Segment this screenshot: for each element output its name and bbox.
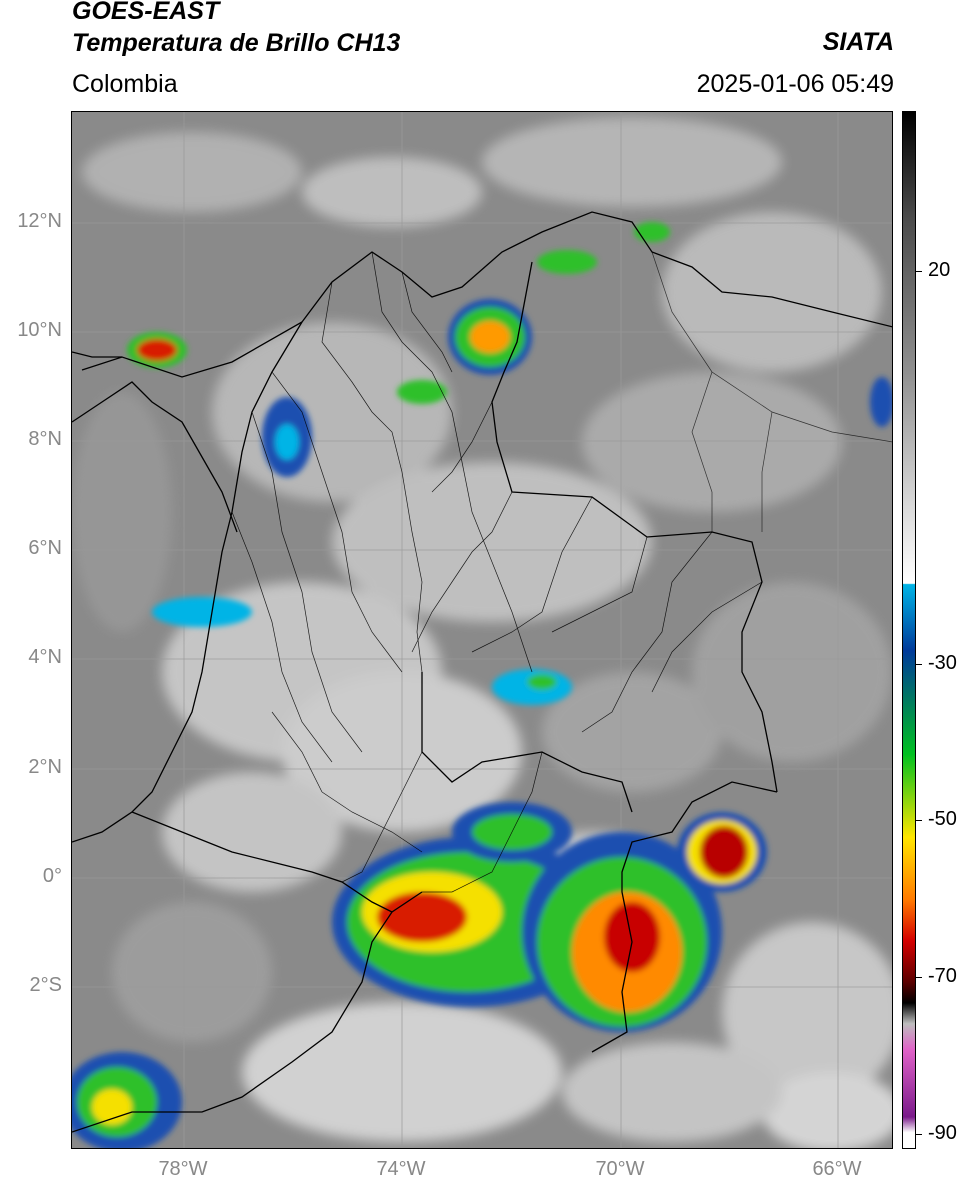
lat-label-10n: 10°N — [0, 319, 62, 342]
satellite-map[interactable] — [71, 111, 893, 1149]
lon-label-70w: 70°W — [580, 1158, 660, 1181]
lat-label-2s: 2°S — [0, 974, 62, 997]
lat-label-12n: 12°N — [0, 210, 62, 233]
satellite-title: GOES-EAST — [72, 0, 219, 26]
colorbar-label-20: 20 — [928, 259, 950, 282]
region-label: Colombia — [72, 70, 178, 99]
colorbar-tick-minus90 — [916, 1134, 922, 1135]
timestamp-label: 2025-01-06 05:49 — [697, 70, 894, 99]
colorbar-tick-20 — [916, 271, 922, 272]
map-canvas — [72, 112, 893, 1149]
colorbar-label-minus50: -50 — [928, 808, 957, 831]
colorbar-tick-minus50 — [916, 820, 922, 821]
colorbar — [902, 111, 916, 1149]
lat-label-0: 0° — [0, 865, 62, 888]
lon-label-74w: 74°W — [361, 1158, 441, 1181]
colorbar-label-minus90: -90 — [928, 1122, 957, 1145]
lat-label-2n: 2°N — [0, 756, 62, 779]
colorbar-tick-minus70 — [916, 977, 922, 978]
lat-label-8n: 8°N — [0, 428, 62, 451]
lat-label-6n: 6°N — [0, 537, 62, 560]
lon-label-66w: 66°W — [797, 1158, 877, 1181]
colorbar-tick-minus30 — [916, 664, 922, 665]
lat-label-4n: 4°N — [0, 646, 62, 669]
product-title: Temperatura de Brillo CH13 — [72, 28, 400, 58]
lon-label-78w: 78°W — [143, 1158, 223, 1181]
colorbar-label-minus30: -30 — [928, 652, 957, 675]
organization-label: SIATA — [823, 28, 894, 57]
colorbar-label-minus70: -70 — [928, 965, 957, 988]
